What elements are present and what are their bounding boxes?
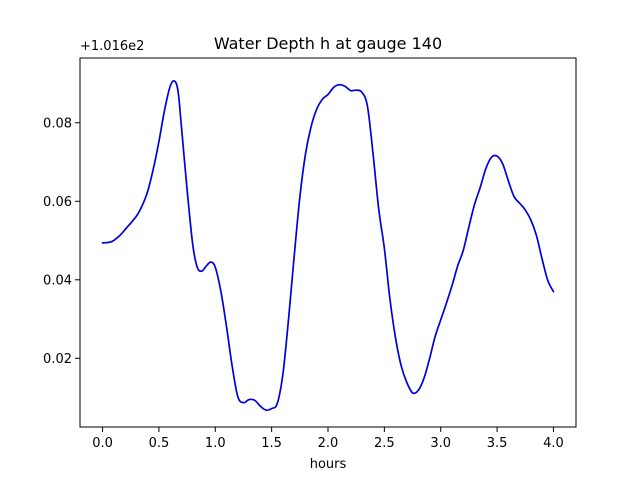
x-tick-label: 1.5 xyxy=(261,436,282,451)
chart-title: Water Depth h at gauge 140 xyxy=(214,34,442,53)
y-tick-label: 0.04 xyxy=(43,273,72,288)
x-tick-label: 0.0 xyxy=(92,436,113,451)
x-tick-label: 1.0 xyxy=(205,436,226,451)
x-tick-label: 0.5 xyxy=(149,436,170,451)
y-axis-offset-label: +1.016e2 xyxy=(80,39,144,54)
y-tick-label: 0.08 xyxy=(43,116,72,131)
x-tick-label: 3.0 xyxy=(430,436,451,451)
x-tick-label: 3.5 xyxy=(487,436,508,451)
x-tick-label: 2.5 xyxy=(374,436,395,451)
y-tick-label: 0.02 xyxy=(43,352,72,367)
x-tick-label: 4.0 xyxy=(543,436,564,451)
axes-frame xyxy=(79,57,577,428)
x-axis-label: hours xyxy=(310,457,347,472)
x-tick-label: 2.0 xyxy=(318,436,339,451)
y-tick-label: 0.06 xyxy=(43,195,72,210)
x-axis-ticks: 0.0 0.5 1.0 1.5 2.0 2.5 3.0 3.5 4.0 xyxy=(92,427,564,451)
series-line-water-depth xyxy=(101,80,555,412)
plot-area xyxy=(101,80,555,412)
y-axis-ticks: 0.02 0.04 0.06 0.08 xyxy=(43,116,80,367)
